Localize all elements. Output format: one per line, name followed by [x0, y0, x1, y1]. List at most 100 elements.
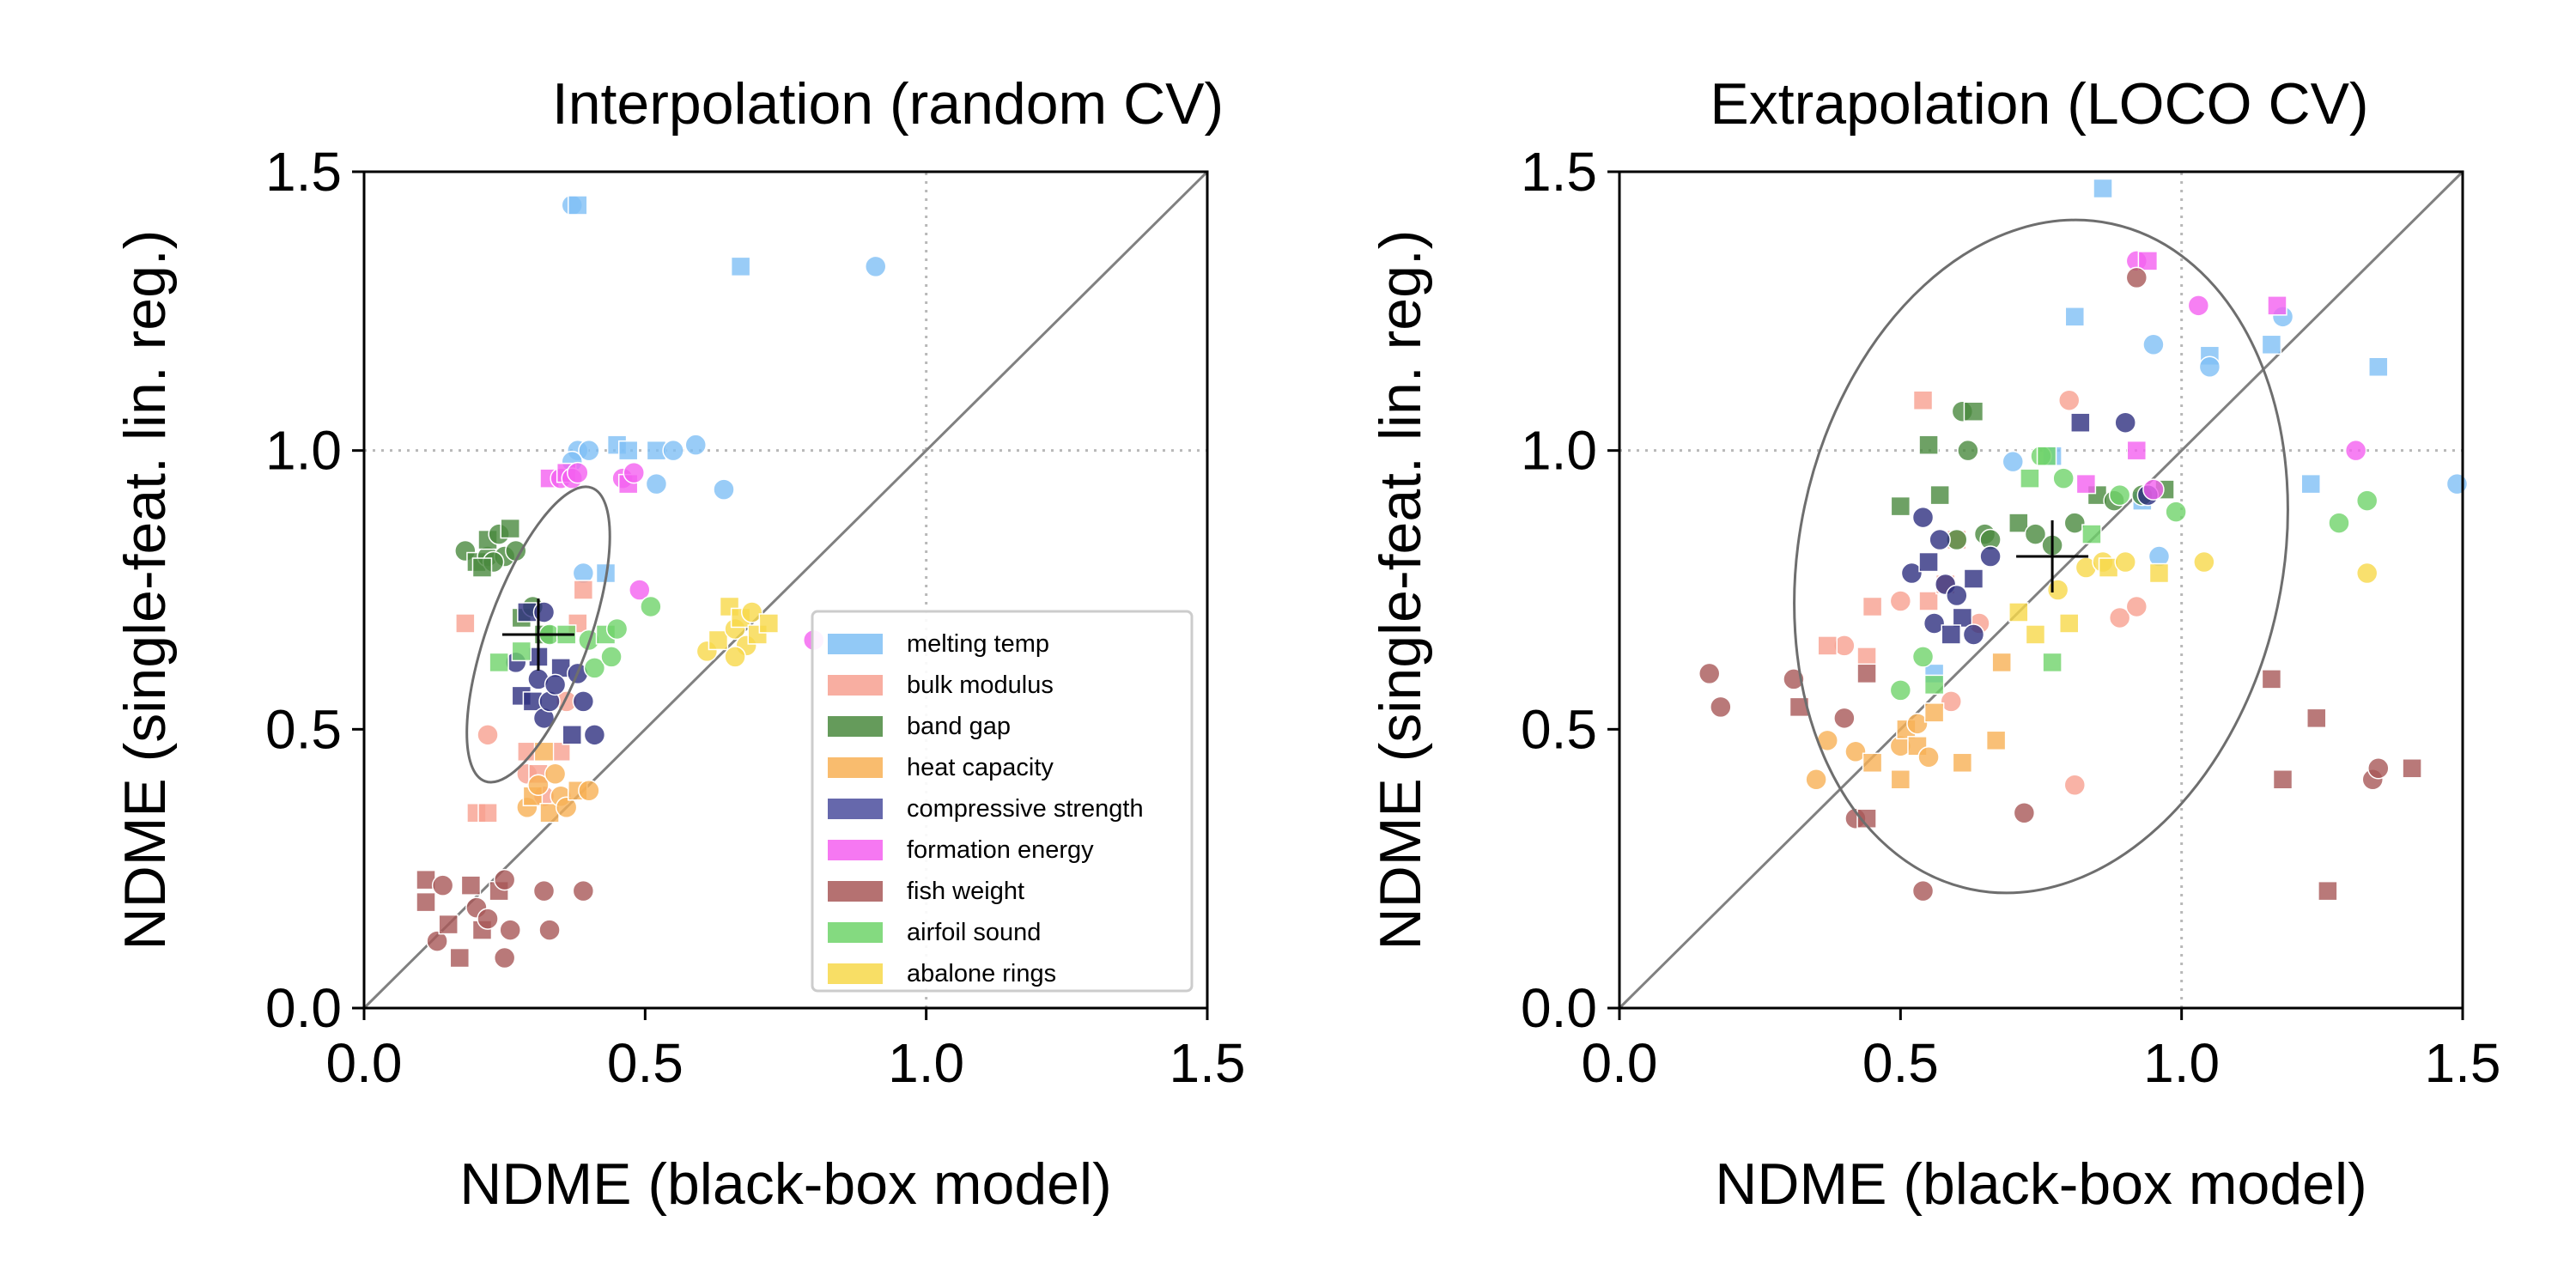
series-formation-energy — [2075, 250, 2367, 501]
legend-label: fish weight — [907, 878, 1024, 905]
square-point — [1856, 808, 1877, 829]
interpolation-panel: Interpolation (random CV) 0.0 0.5 1.0 1.50.… — [112, 71, 1245, 1217]
circle-point — [426, 930, 448, 952]
legend-label: abalone rings — [907, 960, 1056, 987]
circle-point — [583, 724, 606, 746]
y-tick-label: 1.5 — [1521, 141, 1597, 203]
confidence-ellipse — [465, 485, 611, 784]
circle-point — [684, 434, 708, 456]
circle-point — [544, 673, 567, 696]
square-point — [2093, 178, 2113, 199]
square-point — [489, 652, 509, 673]
y-tick-label: 0.5 — [265, 698, 342, 760]
circle-point — [1962, 623, 1985, 646]
legend-swatch — [828, 922, 883, 943]
circle-point — [555, 796, 578, 818]
square-point — [1952, 607, 1973, 629]
legend-label: formation energy — [907, 836, 1094, 864]
circle-point — [1698, 662, 1721, 685]
circle-point — [1979, 545, 2002, 568]
series-airfoil-sound — [1889, 445, 2379, 702]
circle-point — [645, 472, 668, 495]
square-point — [1912, 390, 1934, 410]
square-point — [460, 875, 482, 896]
circle-point — [2142, 478, 2165, 501]
square-point — [449, 947, 471, 969]
square-point — [2272, 769, 2293, 790]
circle-point — [2165, 501, 2187, 523]
x-tick-label: 1.0 — [888, 1032, 964, 1094]
circle-point — [567, 461, 589, 484]
square-point — [1941, 624, 1962, 645]
circle-point — [2367, 757, 2390, 780]
square-point — [500, 518, 520, 539]
circle-point — [1946, 584, 1968, 607]
circle-point — [477, 724, 499, 746]
square-point — [2126, 440, 2148, 461]
square-point — [1923, 702, 1945, 723]
square-point — [708, 629, 729, 651]
square-point — [2137, 251, 2159, 271]
circle-point — [1710, 696, 1732, 719]
plot-frame — [362, 170, 1209, 1010]
square-point — [550, 741, 571, 762]
x-tick-label: 1.0 — [2143, 1032, 2220, 1094]
legend-swatch — [828, 799, 883, 819]
x-tick-label: 0.5 — [1862, 1032, 1939, 1094]
square-point — [1890, 769, 1911, 790]
circle-point — [532, 601, 556, 623]
circle-point — [2063, 512, 2087, 534]
circle-point — [600, 646, 623, 668]
legend-swatch — [828, 716, 883, 737]
circle-point — [2344, 439, 2367, 462]
circle-point — [2445, 472, 2469, 495]
circle-point — [1911, 646, 1935, 668]
y-tick-label: 1.0 — [1521, 420, 1597, 482]
series-fish-weight — [1698, 266, 2422, 902]
square-point — [477, 802, 498, 823]
square-point — [2148, 562, 2170, 584]
circle-point — [431, 874, 454, 896]
square-point — [1789, 696, 1810, 718]
legend-swatch — [828, 963, 883, 984]
circle-point — [499, 919, 521, 941]
circle-point — [1844, 740, 1867, 763]
circle-point — [1929, 528, 1951, 551]
x-tick-label: 1.5 — [2425, 1032, 2501, 1094]
circle-point — [2063, 774, 2087, 797]
circle-point — [493, 868, 516, 891]
series-bulk-modulus — [1817, 389, 2148, 797]
circle-point — [578, 780, 600, 802]
circle-point — [2052, 467, 2075, 489]
circle-point — [1889, 590, 1912, 612]
square-point — [573, 580, 594, 600]
square-point — [2300, 473, 2321, 495]
square-point — [1856, 663, 1877, 684]
circle-point — [2108, 483, 2131, 507]
circle-point — [2142, 333, 2165, 356]
circle-point — [527, 774, 550, 797]
circle-point — [2114, 411, 2136, 434]
circle-point — [572, 879, 595, 902]
series-melting-temp — [561, 194, 887, 585]
mean-and-ellipse — [465, 485, 611, 784]
square-point — [1985, 730, 2007, 751]
y-tick-label: 0.5 — [1521, 698, 1597, 760]
square-point — [1963, 568, 1984, 589]
plot-frame — [1618, 170, 2464, 1010]
square-point — [2070, 412, 2091, 433]
square-point — [2025, 624, 2046, 645]
circle-point — [2114, 550, 2136, 574]
square-point — [2042, 652, 2063, 673]
circle-point — [1805, 769, 1827, 791]
square-point — [1918, 551, 1939, 573]
series-fish-weight — [416, 868, 595, 969]
y-axis-label: NDME (single-feat. lin. reg.) — [1368, 230, 1433, 951]
circle-point — [493, 946, 516, 969]
square-point — [2058, 613, 2080, 634]
square-point — [1890, 495, 1911, 517]
circle-point — [2355, 562, 2379, 585]
y-tick-label: 1.5 — [265, 141, 342, 203]
square-point — [2261, 669, 2282, 690]
square-point — [1817, 635, 1838, 656]
